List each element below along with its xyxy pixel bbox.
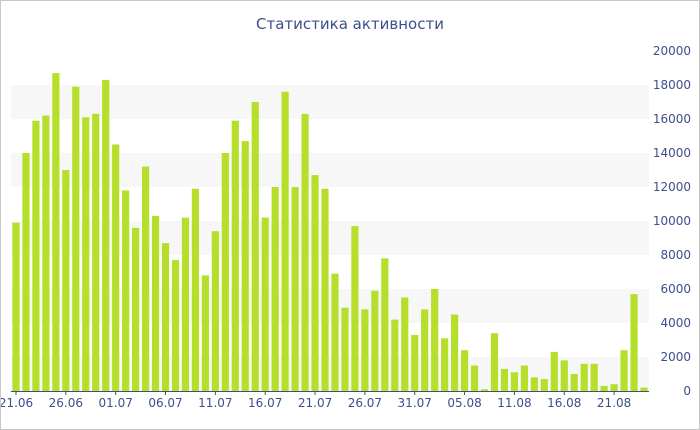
bar	[520, 365, 528, 391]
bar	[490, 333, 499, 391]
bar	[112, 144, 120, 391]
bar	[540, 379, 548, 391]
x-tick-label: 11.08	[497, 396, 531, 410]
bar	[291, 187, 299, 391]
bar	[82, 117, 90, 392]
bar	[161, 243, 170, 391]
bar	[480, 389, 489, 391]
bar	[122, 190, 130, 391]
bar	[391, 319, 399, 391]
bar	[580, 363, 588, 391]
y-tick-label: 10000	[653, 214, 691, 228]
bar	[181, 217, 190, 391]
bar	[261, 217, 269, 391]
bar	[92, 113, 100, 392]
bar	[570, 374, 578, 391]
bar	[301, 113, 309, 392]
bar	[530, 377, 538, 391]
y-tick-label: 20000	[653, 44, 691, 58]
x-tick-label: 01.07	[98, 396, 132, 410]
bar-series	[12, 73, 648, 392]
y-tick-label: 8000	[660, 248, 691, 262]
bar	[151, 215, 160, 391]
y-tick-label: 0	[683, 384, 691, 398]
y-tick-label: 12000	[653, 180, 691, 194]
y-tick-label: 2000	[660, 350, 691, 364]
bar	[321, 188, 329, 391]
bar	[550, 351, 558, 391]
bar	[211, 231, 219, 391]
x-axis-ticks: 21.06 26.06 01.07 06.07 11.07 16.07 21.07 26.07…	[1, 391, 631, 410]
y-tick-label: 6000	[660, 282, 691, 296]
y-tick-label: 16000	[653, 112, 691, 126]
bar	[22, 153, 30, 391]
x-tick-label: 21.08	[597, 396, 631, 410]
bar	[411, 334, 419, 391]
bar	[132, 227, 140, 391]
bar	[381, 258, 389, 391]
y-tick-label: 4000	[660, 316, 691, 330]
bar	[62, 170, 70, 391]
bar	[191, 188, 200, 391]
bar	[361, 309, 369, 391]
x-tick-label: 16.07	[248, 396, 282, 410]
bar	[171, 260, 180, 391]
y-tick-label: 18000	[653, 78, 691, 92]
bar	[331, 273, 339, 391]
bar	[42, 115, 50, 391]
bar	[460, 350, 469, 391]
x-tick-label: 21.06	[1, 396, 33, 410]
bar	[630, 294, 638, 391]
bar	[500, 368, 509, 391]
bar	[620, 350, 628, 391]
bar	[72, 86, 80, 391]
x-tick-label: 05.08	[447, 396, 481, 410]
bar	[281, 91, 289, 392]
bar	[351, 226, 359, 391]
bar	[32, 120, 40, 391]
bar	[341, 307, 349, 391]
bar	[431, 289, 439, 391]
bar	[241, 141, 249, 391]
x-tick-label: 11.07	[198, 396, 232, 410]
x-tick-label: 16.08	[547, 396, 581, 410]
bar	[470, 365, 479, 391]
bar	[590, 363, 598, 391]
bar	[421, 309, 429, 391]
bar	[141, 166, 150, 391]
bar	[640, 387, 648, 391]
bar	[610, 384, 618, 391]
chart-title: Статистика активности	[256, 15, 444, 33]
bar	[251, 102, 259, 391]
bar	[311, 175, 319, 391]
bar	[221, 153, 229, 391]
bar	[600, 385, 608, 391]
bar	[510, 372, 519, 391]
x-tick-label: 21.07	[298, 396, 332, 410]
x-tick-label: 31.07	[398, 396, 432, 410]
bar	[451, 314, 459, 391]
bar	[401, 297, 409, 391]
bar	[231, 120, 239, 391]
bar	[102, 79, 110, 392]
bar	[441, 338, 449, 391]
x-tick-label: 06.07	[148, 396, 182, 410]
bar	[12, 222, 20, 391]
bar	[371, 290, 379, 391]
bar	[201, 275, 209, 391]
x-tick-label: 26.07	[348, 396, 382, 410]
bar	[271, 187, 279, 391]
bar	[560, 360, 568, 391]
grid-band	[11, 85, 649, 119]
y-axis-ticks: 0 2000 4000 6000 8000 10000 12000 14000 16000 180…	[653, 44, 691, 398]
bar	[52, 73, 60, 391]
x-tick-label: 26.06	[49, 396, 83, 410]
y-tick-label: 14000	[653, 146, 691, 160]
